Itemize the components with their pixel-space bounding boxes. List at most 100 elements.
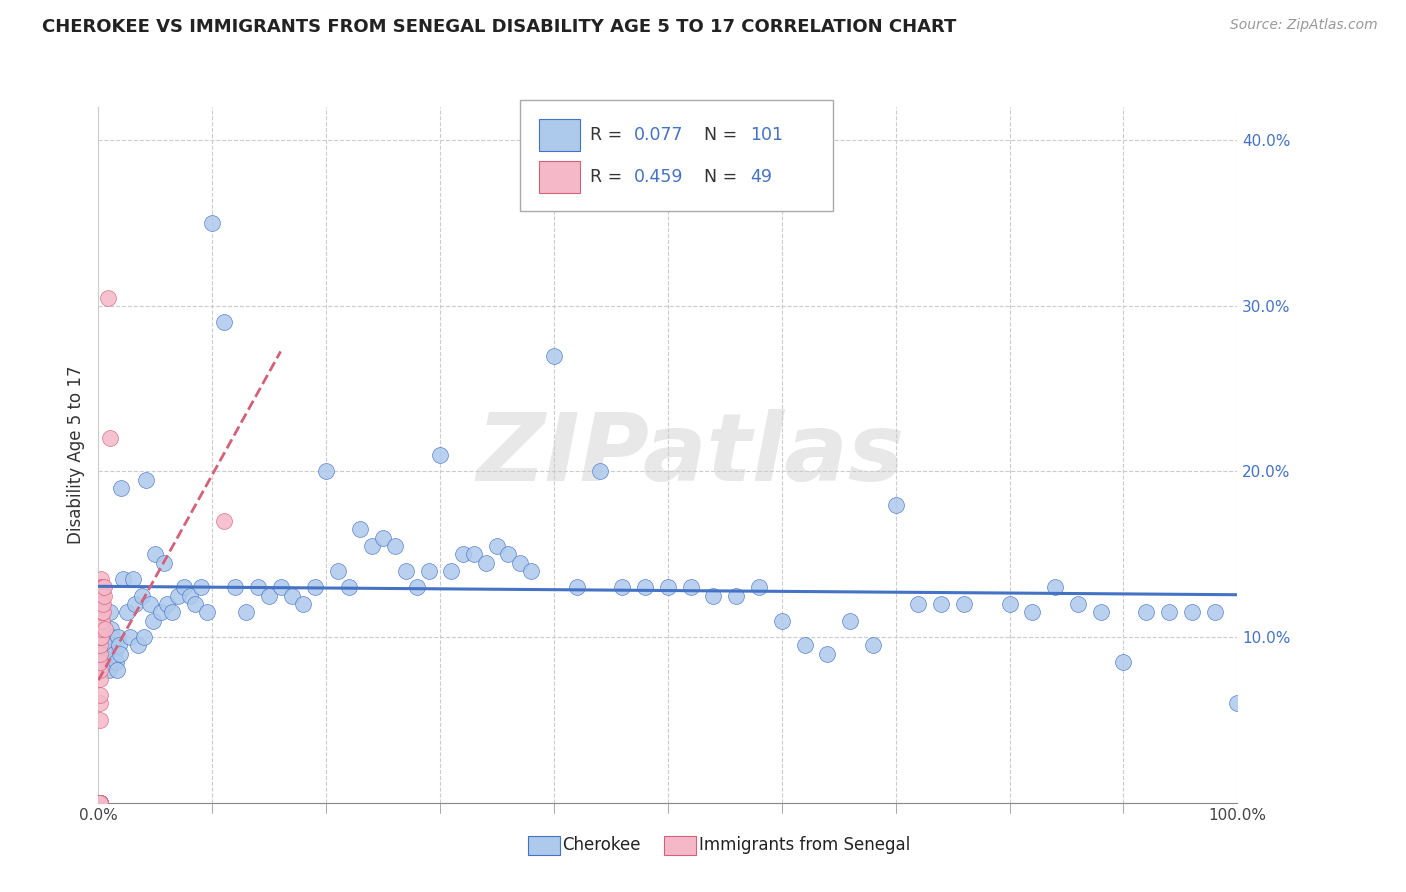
Point: [89, 630, 111, 644]
Point: [520, 564, 543, 578]
Point: [90, 605, 112, 619]
Point: [1090, 605, 1112, 619]
Point: [96, 655, 118, 669]
Point: [270, 581, 292, 595]
Point: [315, 465, 337, 479]
Point: [101, 630, 124, 644]
Point: [89, 796, 111, 810]
Point: [509, 556, 531, 570]
Point: [224, 581, 246, 595]
Point: [748, 581, 770, 595]
Point: [93, 581, 115, 595]
FancyBboxPatch shape: [538, 119, 581, 151]
Point: [91, 605, 114, 619]
Point: [173, 581, 195, 595]
Point: [89, 796, 111, 810]
Point: [89, 796, 111, 810]
Point: [89, 796, 111, 810]
Point: [112, 572, 135, 586]
Point: [259, 589, 281, 603]
Point: [1043, 581, 1066, 595]
Point: [89, 796, 111, 810]
Point: [89, 796, 111, 810]
Point: [884, 498, 907, 512]
Text: N =: N =: [704, 126, 742, 144]
Point: [90, 597, 112, 611]
Point: [110, 481, 132, 495]
Point: [195, 605, 218, 619]
Point: [326, 564, 349, 578]
FancyBboxPatch shape: [538, 161, 581, 193]
Point: [304, 581, 326, 595]
Point: [498, 547, 520, 561]
Text: R =: R =: [591, 126, 628, 144]
Point: [815, 647, 838, 661]
Point: [418, 564, 440, 578]
Point: [93, 589, 115, 603]
Point: [90, 581, 112, 595]
Point: [127, 639, 149, 653]
FancyBboxPatch shape: [665, 836, 696, 855]
Point: [292, 597, 315, 611]
Text: ZIPatlas: ZIPatlas: [477, 409, 904, 501]
Point: [91, 597, 114, 611]
Point: [89, 796, 111, 810]
Point: [337, 581, 360, 595]
Point: [474, 556, 496, 570]
Point: [451, 547, 474, 561]
Point: [929, 597, 952, 611]
Point: [702, 589, 724, 603]
Point: [543, 349, 565, 363]
Point: [89, 647, 111, 661]
Point: [89, 688, 111, 702]
Point: [770, 614, 793, 628]
Point: [360, 539, 382, 553]
Point: [212, 315, 235, 329]
Text: 49: 49: [749, 168, 772, 186]
Point: [1181, 605, 1204, 619]
Point: [120, 630, 142, 644]
Text: Immigrants from Senegal: Immigrants from Senegal: [699, 836, 910, 854]
Point: [1021, 605, 1043, 619]
Point: [384, 539, 406, 553]
Point: [89, 796, 111, 810]
Point: [235, 605, 257, 619]
Point: [89, 713, 111, 727]
Point: [89, 796, 111, 810]
Point: [998, 597, 1021, 611]
Point: [135, 473, 157, 487]
Point: [167, 589, 190, 603]
Point: [105, 663, 128, 677]
Point: [184, 597, 207, 611]
Point: [89, 672, 111, 686]
Text: 101: 101: [749, 126, 783, 144]
Point: [131, 589, 153, 603]
Point: [190, 581, 212, 595]
Point: [97, 663, 120, 677]
Point: [138, 597, 160, 611]
Point: [862, 639, 884, 653]
Text: 0.077: 0.077: [634, 126, 683, 144]
Point: [98, 605, 121, 619]
Point: [657, 581, 679, 595]
Point: [132, 630, 155, 644]
Point: [212, 514, 235, 528]
Point: [486, 539, 509, 553]
Point: [281, 589, 304, 603]
Point: [588, 465, 610, 479]
Point: [108, 639, 131, 653]
Point: [103, 647, 125, 661]
Point: [90, 605, 112, 619]
Point: [91, 581, 114, 595]
Point: [406, 581, 429, 595]
Text: 0.459: 0.459: [634, 168, 683, 186]
Point: [1157, 605, 1180, 619]
Point: [679, 581, 702, 595]
Point: [94, 639, 117, 653]
Point: [90, 597, 112, 611]
FancyBboxPatch shape: [527, 836, 560, 855]
Text: R =: R =: [591, 168, 628, 186]
Point: [612, 581, 634, 595]
Point: [89, 796, 111, 810]
Point: [90, 614, 112, 628]
